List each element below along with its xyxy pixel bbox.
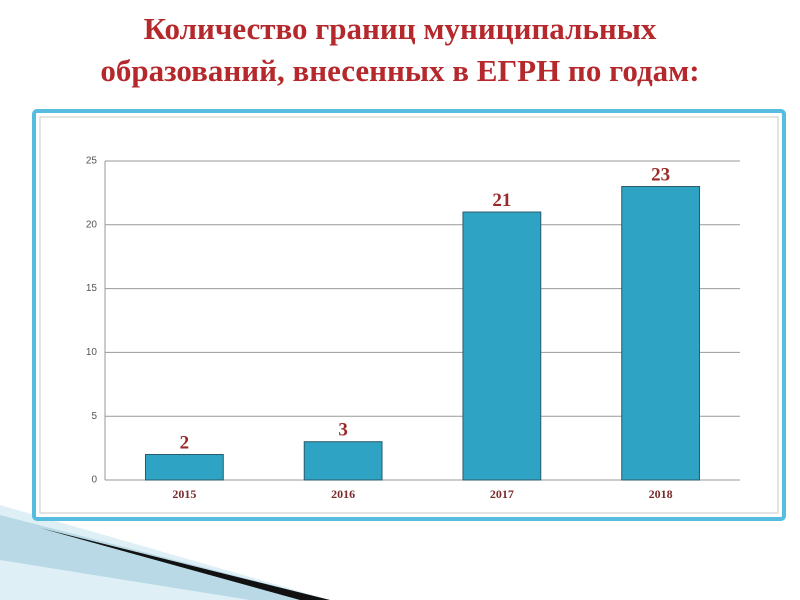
chart-title: Количество границ муниципальных образова… xyxy=(100,11,700,88)
y-tick-label: 5 xyxy=(91,411,97,422)
x-tick-label: 2015 xyxy=(172,487,196,501)
bar xyxy=(621,186,701,481)
plot-frame xyxy=(39,116,779,514)
x-tick-label: 2017 xyxy=(490,487,514,501)
decor-stripe xyxy=(40,528,330,600)
y-tick-label: 15 xyxy=(86,283,98,294)
decor-stripe xyxy=(0,505,330,600)
value-label: 21 xyxy=(492,190,511,211)
value-label: 23 xyxy=(651,165,670,186)
y-tick-label: 25 xyxy=(86,156,98,167)
x-tick-label: 2018 xyxy=(649,487,673,501)
x-tick-label: 2016 xyxy=(331,487,355,501)
title: Количество границ муниципальных образова… xyxy=(50,8,750,92)
bar xyxy=(144,453,224,481)
value-label: 3 xyxy=(338,420,348,441)
y-tick-label: 10 xyxy=(86,347,98,358)
bar xyxy=(462,211,542,481)
value-label: 2 xyxy=(180,432,190,453)
y-tick-label: 20 xyxy=(86,219,98,230)
y-tick-label: 0 xyxy=(91,475,97,486)
decor-stripe xyxy=(0,515,330,600)
chart-frame xyxy=(32,109,786,521)
bar xyxy=(303,441,383,481)
